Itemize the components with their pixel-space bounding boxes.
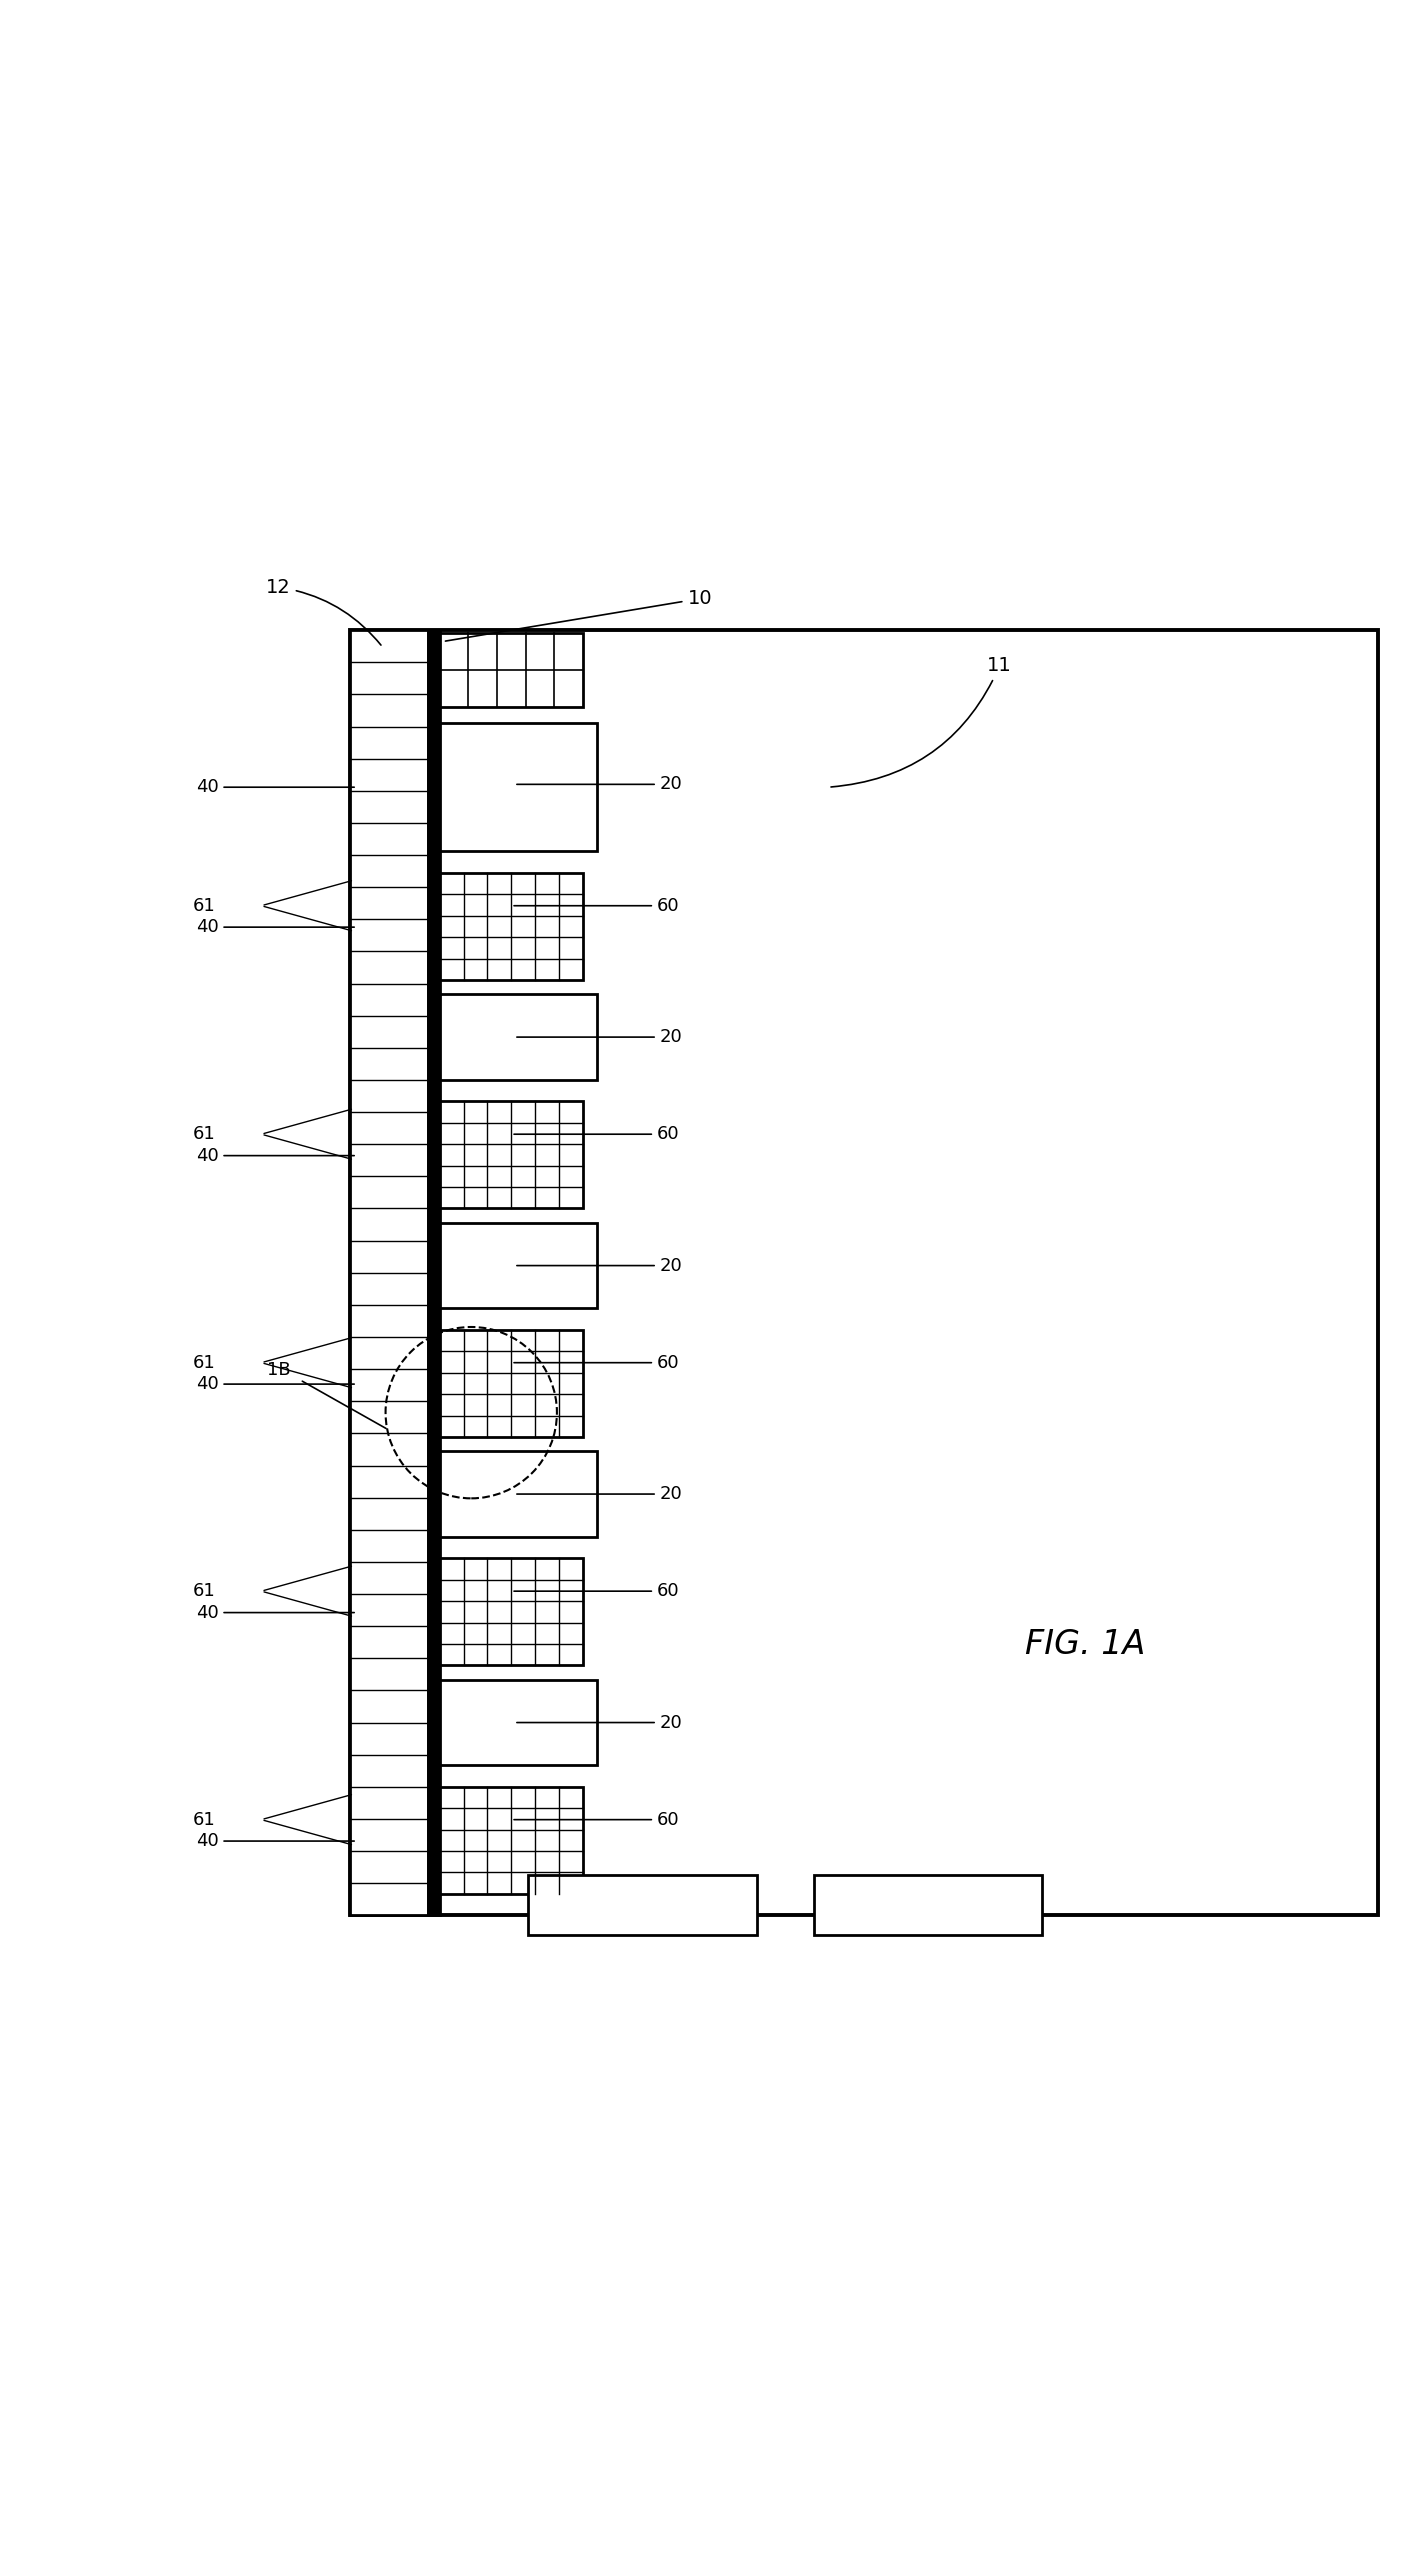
Text: 60: 60 xyxy=(514,1125,680,1143)
Text: 20: 20 xyxy=(517,1027,683,1045)
Text: 20: 20 xyxy=(517,1256,683,1274)
Text: 60: 60 xyxy=(514,1810,680,1828)
Bar xyxy=(440,1102,583,1207)
Text: 1B: 1B xyxy=(267,1362,290,1380)
Text: 20: 20 xyxy=(517,1714,683,1732)
Bar xyxy=(440,1331,583,1436)
Text: 61: 61 xyxy=(193,1125,216,1143)
Bar xyxy=(440,1681,597,1766)
Text: 40: 40 xyxy=(196,1604,354,1622)
Text: 20: 20 xyxy=(517,775,683,793)
Text: 60: 60 xyxy=(514,896,680,914)
Bar xyxy=(440,723,597,852)
Bar xyxy=(440,994,597,1081)
Text: 40: 40 xyxy=(196,1375,354,1393)
Bar xyxy=(350,631,1378,1915)
Bar xyxy=(440,633,583,708)
Text: 11: 11 xyxy=(831,656,1012,788)
Bar xyxy=(440,1786,583,1894)
Bar xyxy=(428,631,440,1915)
Text: 40: 40 xyxy=(196,1145,354,1163)
Bar xyxy=(440,873,583,981)
Bar xyxy=(440,1557,583,1665)
Text: 60: 60 xyxy=(514,1583,680,1601)
Text: 61: 61 xyxy=(193,1354,216,1372)
Text: 40: 40 xyxy=(196,919,354,937)
Text: 61: 61 xyxy=(193,1810,216,1828)
Text: 40: 40 xyxy=(196,777,354,795)
Text: 61: 61 xyxy=(193,1583,216,1601)
Bar xyxy=(814,1876,1042,1936)
Text: 61: 61 xyxy=(193,896,216,914)
Bar xyxy=(350,631,428,1915)
Bar xyxy=(440,1223,597,1308)
Bar xyxy=(528,1876,757,1936)
Text: 12: 12 xyxy=(266,577,381,646)
Text: 20: 20 xyxy=(517,1485,683,1503)
Bar xyxy=(440,1452,597,1537)
Text: 10: 10 xyxy=(446,589,713,641)
Text: 60: 60 xyxy=(514,1354,680,1372)
Text: FIG. 1A: FIG. 1A xyxy=(1025,1627,1145,1660)
Text: 40: 40 xyxy=(196,1833,354,1851)
